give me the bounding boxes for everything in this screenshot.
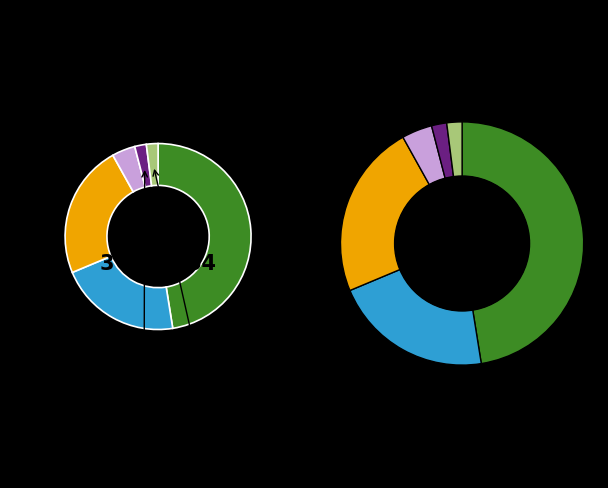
Wedge shape: [403, 126, 445, 185]
Wedge shape: [135, 145, 151, 188]
Text: GBP
2%: GBP 2%: [131, 381, 157, 409]
Wedge shape: [72, 257, 173, 330]
Wedge shape: [147, 144, 158, 186]
Text: in total: in total: [134, 234, 182, 248]
Text: Q1 2015: Q1 2015: [116, 94, 200, 111]
Wedge shape: [462, 122, 584, 364]
Wedge shape: [432, 123, 454, 180]
Circle shape: [395, 177, 530, 311]
Wedge shape: [447, 122, 462, 178]
Text: NOK million: NOK million: [117, 218, 199, 232]
Text: 3 442 164: 3 442 164: [100, 253, 216, 273]
Text: JPY
2%: JPY 2%: [200, 381, 220, 409]
Wedge shape: [113, 147, 145, 192]
Text: EUR
21%: EUR 21%: [14, 163, 42, 191]
Wedge shape: [65, 156, 133, 273]
Text: Other
currency
4%: Other currency 4%: [1, 325, 56, 368]
Text: USD
23%: USD 23%: [5, 237, 33, 265]
Text: NOK
47%: NOK 47%: [274, 172, 302, 200]
Wedge shape: [158, 144, 251, 329]
Wedge shape: [340, 138, 430, 291]
Wedge shape: [350, 270, 482, 366]
